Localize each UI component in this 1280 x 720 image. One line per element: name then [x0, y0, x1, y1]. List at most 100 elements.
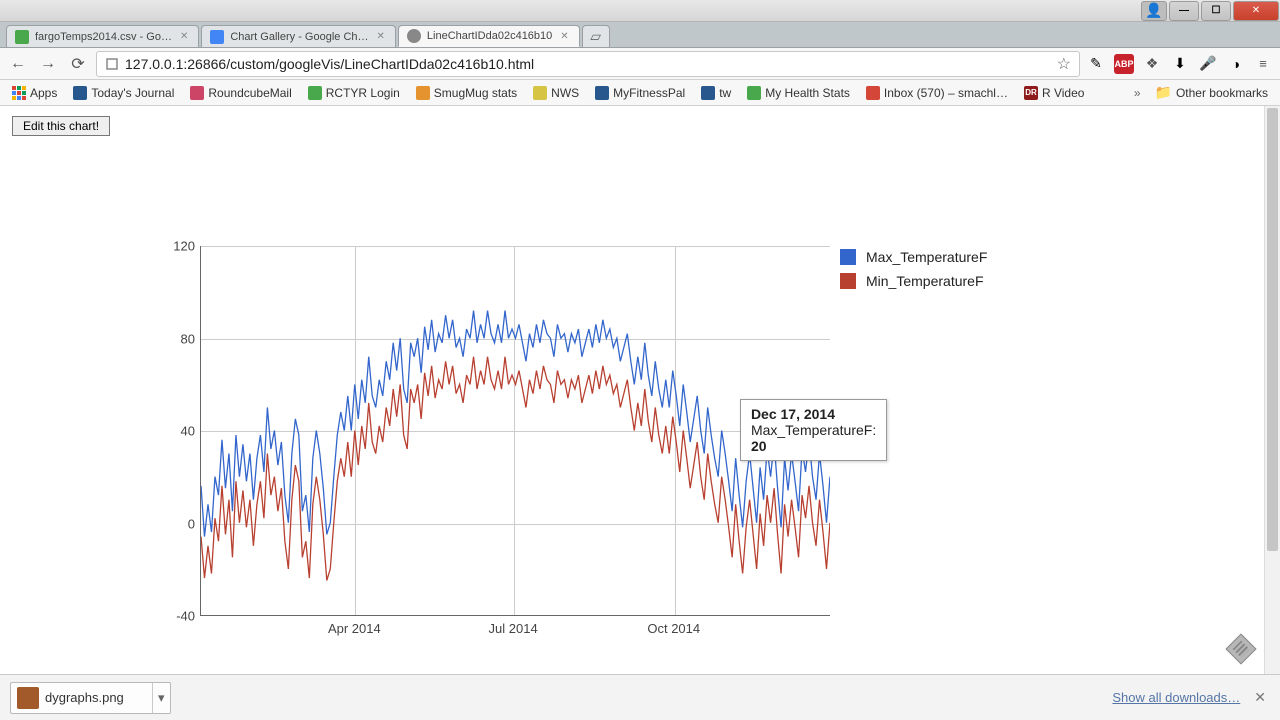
bookmark-item[interactable]: My Health Stats — [741, 84, 856, 102]
tab-favicon — [15, 30, 29, 44]
y-axis-label: 80 — [181, 331, 195, 346]
tab-title: LineChartIDda02c416b10 — [427, 30, 552, 42]
extension-pencil-icon[interactable]: ✎ — [1086, 54, 1106, 74]
chrome-user-button[interactable]: 👤 — [1141, 1, 1167, 21]
browser-toolbar: ← → ⟳ ☆ ✎ ABP ❖ ⬇ 🎤 ◑ ≡ — [0, 48, 1280, 80]
bookmark-item[interactable]: DRR Video — [1018, 84, 1090, 102]
legend-swatch — [840, 249, 856, 265]
bookmark-item[interactable]: RoundcubeMail — [184, 84, 297, 102]
bookmarks-overflow-chevron[interactable]: » — [1130, 86, 1145, 100]
tab-close-icon[interactable]: ✕ — [558, 31, 570, 42]
line-chart[interactable]: -4004080120Apr 2014Jul 2014Oct 2014Dec 1… — [140, 246, 860, 646]
bookmark-item[interactable]: RCTYR Login — [302, 84, 406, 102]
chart-container: -4004080120Apr 2014Jul 2014Oct 2014Dec 1… — [140, 246, 860, 646]
y-axis-label: -40 — [176, 609, 195, 624]
address-bar[interactable]: ☆ — [96, 51, 1080, 77]
download-dropdown-button[interactable]: ▾ — [152, 683, 170, 713]
browser-tab[interactable]: Chart Gallery - Google Ch… ✕ — [201, 25, 396, 47]
bookmark-label: Apps — [30, 86, 57, 100]
tab-favicon — [210, 30, 224, 44]
tab-title: Chart Gallery - Google Ch… — [230, 31, 368, 43]
bookmark-label: SmugMug stats — [434, 86, 517, 100]
edit-chart-button[interactable]: Edit this chart! — [12, 116, 110, 136]
chrome-menu-button[interactable]: ≡ — [1252, 53, 1274, 75]
bookmark-label: tw — [719, 86, 731, 100]
legend-label: Min_TemperatureF — [866, 273, 984, 289]
x-axis-label: Jul 2014 — [489, 621, 538, 636]
chart-legend: Max_TemperatureF Min_TemperatureF — [840, 245, 987, 293]
legend-item[interactable]: Max_TemperatureF — [840, 245, 987, 269]
download-shelf-close-button[interactable]: ✕ — [1250, 689, 1270, 706]
scrollbar-thumb[interactable] — [1267, 108, 1278, 551]
bookmark-item[interactable]: tw — [695, 84, 737, 102]
tab-favicon — [407, 29, 421, 43]
bookmark-star-icon[interactable]: ☆ — [1057, 54, 1071, 74]
window-maximize-button[interactable]: ☐ — [1201, 1, 1231, 21]
x-axis-label: Apr 2014 — [328, 621, 381, 636]
back-button[interactable]: ← — [6, 52, 30, 76]
new-tab-button[interactable]: ▱ — [582, 25, 610, 47]
bookmark-favicon — [73, 86, 87, 100]
x-axis-label: Oct 2014 — [647, 621, 700, 636]
bookmark-label: My Health Stats — [765, 86, 850, 100]
url-input[interactable] — [125, 56, 1057, 72]
bookmark-favicon — [533, 86, 547, 100]
bookmark-favicon — [595, 86, 609, 100]
extension-icons: ✎ ABP ❖ ⬇ 🎤 ◑ — [1086, 54, 1246, 74]
chart-series-line — [201, 311, 830, 537]
page-content: Edit this chart! -4004080120Apr 2014Jul … — [0, 106, 1264, 674]
apps-icon — [12, 86, 26, 100]
vertical-scrollbar[interactable] — [1264, 106, 1280, 674]
bookmark-item[interactable]: MyFitnessPal — [589, 84, 691, 102]
browser-tabstrip: fargoTemps2014.csv - Go…✕Chart Gallery -… — [0, 22, 1280, 48]
reload-button[interactable]: ⟳ — [66, 52, 90, 76]
chart-tooltip: Dec 17, 2014Max_TemperatureF: 20 — [740, 399, 887, 461]
bookmark-item[interactable]: Today's Journal — [67, 84, 180, 102]
extension-evernote-icon[interactable]: ❖ — [1142, 54, 1162, 74]
legend-item[interactable]: Min_TemperatureF — [840, 269, 987, 293]
page-icon — [105, 57, 119, 71]
bookmark-label: Inbox (570) – smachl… — [884, 86, 1008, 100]
legend-label: Max_TemperatureF — [866, 249, 987, 265]
extension-abp-icon[interactable]: ABP — [1114, 54, 1134, 74]
bookmark-favicon — [416, 86, 430, 100]
download-filename: dygraphs.png — [45, 690, 152, 705]
forward-button[interactable]: → — [36, 52, 60, 76]
bookmark-favicon — [190, 86, 204, 100]
bookmark-item[interactable]: Apps — [6, 84, 63, 102]
bookmark-favicon — [747, 86, 761, 100]
bookmark-label: MyFitnessPal — [613, 86, 685, 100]
bookmark-item[interactable]: NWS — [527, 84, 585, 102]
bookmark-item[interactable]: SmugMug stats — [410, 84, 523, 102]
tab-close-icon[interactable]: ✕ — [178, 31, 190, 42]
bookmark-label: Today's Journal — [91, 86, 174, 100]
tooltip-date: Dec 17, 2014 — [751, 406, 876, 422]
bookmark-favicon — [701, 86, 715, 100]
legend-swatch — [840, 273, 856, 289]
bookmarks-bar: Apps Today's Journal RoundcubeMail RCTYR Lo… — [0, 80, 1280, 106]
folder-icon: 📁 — [1155, 84, 1172, 101]
browser-tab[interactable]: fargoTemps2014.csv - Go… ✕ — [6, 25, 199, 47]
window-titlebar: 👤 — ☐ ✕ — [0, 0, 1280, 22]
window-close-button[interactable]: ✕ — [1233, 1, 1279, 21]
bookmark-favicon — [308, 86, 322, 100]
browser-tab[interactable]: LineChartIDda02c416b10 ✕ — [398, 25, 580, 47]
bookmark-label: NWS — [551, 86, 579, 100]
show-all-downloads-link[interactable]: Show all downloads… — [1112, 690, 1240, 705]
y-axis-label: 0 — [188, 516, 195, 531]
download-item[interactable]: dygraphs.png ▾ — [10, 682, 171, 714]
y-axis-label: 40 — [181, 424, 195, 439]
bookmark-label: RoundcubeMail — [208, 86, 291, 100]
bookmark-label: RCTYR Login — [326, 86, 400, 100]
extension-mic-icon[interactable]: 🎤 — [1198, 54, 1218, 74]
file-icon — [17, 687, 39, 709]
extension-download-icon[interactable]: ⬇ — [1170, 54, 1190, 74]
other-bookmarks-folder[interactable]: 📁 Other bookmarks — [1149, 82, 1274, 103]
tab-title: fargoTemps2014.csv - Go… — [35, 31, 172, 43]
tab-close-icon[interactable]: ✕ — [375, 31, 387, 42]
window-minimize-button[interactable]: — — [1169, 1, 1199, 21]
other-bookmarks-label: Other bookmarks — [1176, 86, 1268, 100]
download-shelf: dygraphs.png ▾ Show all downloads… ✕ — [0, 674, 1280, 720]
bookmark-item[interactable]: Inbox (570) – smachl… — [860, 84, 1014, 102]
extension-misc-icon[interactable]: ◑ — [1226, 54, 1246, 74]
